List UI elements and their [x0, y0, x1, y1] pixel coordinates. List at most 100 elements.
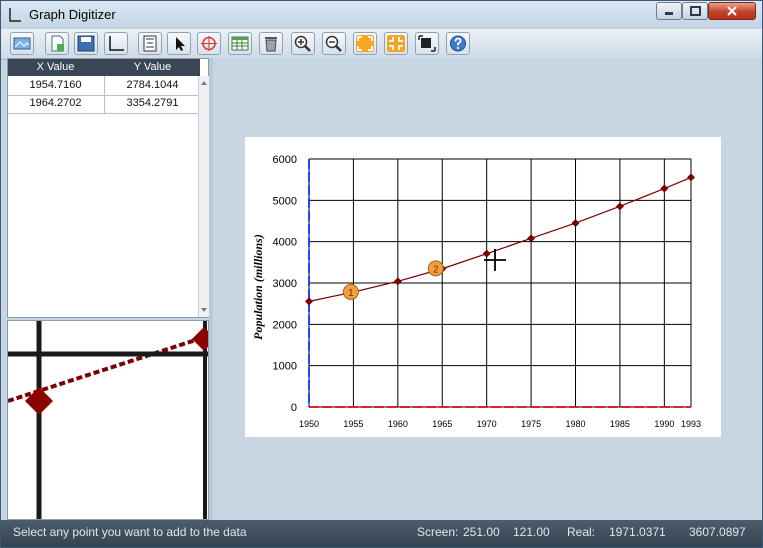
image-icon — [13, 37, 31, 50]
x-tick-label: 1955 — [343, 419, 363, 429]
expand-icon — [356, 35, 374, 52]
maximize-icon — [690, 6, 701, 16]
graph-image[interactable]: 6000 5000 4000 3000 2000 1000 0 1950 1955 1960 19… — [245, 137, 721, 437]
x-tick-label: 1990 — [654, 419, 674, 429]
status-message: Select any point you want to add to the … — [13, 525, 247, 539]
help-icon — [450, 35, 466, 52]
status-bar: Select any point you want to add to the … — [1, 520, 762, 547]
data-point-marker — [660, 184, 669, 193]
crosshair-cursor-icon — [484, 249, 506, 271]
delete-button[interactable] — [259, 32, 283, 55]
y-tick-label: 3000 — [273, 278, 297, 290]
cell-y: 3354.2791 — [126, 97, 179, 109]
x-tick-label: 1993 — [681, 419, 701, 429]
cell-x: 1964.2702 — [29, 97, 82, 109]
title-bar[interactable]: Graph Digitizer — [1, 1, 762, 29]
new-file-icon — [51, 35, 64, 52]
screen-x-value: 251.00 — [463, 525, 500, 539]
panel-splitter[interactable] — [209, 58, 213, 520]
table-header: X Value Y Value — [8, 59, 200, 76]
screen-y-value: 121.00 — [513, 525, 550, 539]
table-scrollbar[interactable] — [198, 76, 209, 317]
x-tick-label: 1960 — [388, 419, 408, 429]
left-panel: X Value Y Value 1954.7160 2784.1044 1964… — [7, 58, 209, 520]
fit-button[interactable] — [353, 32, 377, 55]
toolbar — [1, 29, 762, 60]
axes-button[interactable] — [104, 32, 128, 55]
y-tick-label: 6000 — [273, 154, 297, 166]
digitized-point-label: 1 — [348, 288, 354, 299]
table-icon — [231, 36, 249, 51]
y-tick-label: 5000 — [273, 195, 297, 207]
data-table: X Value Y Value 1954.7160 2784.1044 1964… — [7, 58, 209, 318]
scale-icon — [143, 35, 157, 52]
y-tick-label: 0 — [291, 402, 297, 414]
data-point-marker — [393, 277, 402, 286]
shrink-button[interactable] — [384, 32, 408, 55]
cursor-arrow-icon — [176, 37, 185, 51]
y-tick-label: 2000 — [273, 319, 297, 331]
column-divider — [104, 76, 105, 113]
cell-y: 2784.1044 — [126, 79, 179, 91]
select-button[interactable] — [167, 32, 191, 55]
zoom-in-icon — [294, 35, 311, 52]
real-y-value: 3607.0897 — [689, 525, 746, 539]
x-tick-label: 1970 — [477, 419, 497, 429]
table-row[interactable]: 1964.2702 3354.2791 — [8, 95, 200, 114]
new-button[interactable] — [45, 32, 69, 55]
x-tick-label: 1985 — [610, 419, 630, 429]
column-header-y[interactable]: Y Value — [133, 61, 172, 73]
data-point-marker — [527, 234, 536, 243]
app-logo-icon — [9, 8, 21, 22]
digitized-point[interactable] — [342, 283, 359, 300]
data-table-button[interactable] — [228, 32, 252, 55]
magnified-graph-image — [8, 321, 208, 519]
data-point-marker — [305, 297, 313, 306]
trash-icon — [265, 37, 277, 52]
open-image-button[interactable] — [10, 32, 34, 55]
crosshair-target-icon — [201, 36, 217, 51]
column-header-x[interactable]: X Value — [36, 61, 75, 73]
population-chart[interactable]: 6000 5000 4000 3000 2000 1000 0 1950 1955 1960 19… — [245, 137, 721, 437]
collapse-icon — [387, 35, 405, 52]
x-tick-label: 1965 — [432, 419, 452, 429]
minimize-icon — [665, 12, 673, 15]
digitized-point-label: 2 — [433, 264, 439, 275]
data-point-marker — [482, 249, 491, 258]
x-tick-label: 1975 — [521, 419, 541, 429]
screen-label: Screen: — [417, 525, 459, 539]
axes-icon — [109, 36, 124, 51]
series-line — [308, 176, 692, 302]
close-button[interactable] — [708, 2, 756, 20]
grid — [308, 158, 692, 408]
close-icon — [727, 6, 737, 16]
scroll-down-icon — [201, 308, 207, 312]
zoom-out-button[interactable] — [322, 32, 346, 55]
y-axis-label: Population (millions) — [251, 234, 265, 340]
x-tick-label: 1980 — [565, 419, 585, 429]
save-button[interactable] — [74, 32, 98, 55]
zoom-out-icon — [325, 35, 342, 52]
maximize-button[interactable] — [682, 2, 708, 20]
help-button[interactable] — [446, 32, 470, 55]
x-tick-label: 1950 — [299, 419, 319, 429]
export-button[interactable] — [415, 32, 439, 55]
data-point-marker — [571, 219, 580, 228]
y-tick-label: 1000 — [273, 361, 297, 373]
export-icon — [418, 35, 436, 52]
minimize-button[interactable] — [656, 2, 682, 20]
scale-button[interactable] — [138, 32, 162, 55]
real-label: Real: — [567, 525, 596, 539]
zoom-in-button[interactable] — [291, 32, 315, 55]
magnifier-view — [7, 320, 209, 520]
scroll-up-icon — [201, 81, 207, 85]
cell-x: 1954.7160 — [29, 79, 82, 91]
real-x-value: 1971.0371 — [609, 525, 666, 539]
data-point-marker — [687, 173, 695, 182]
digitized-point[interactable] — [427, 260, 444, 277]
y-tick-label: 4000 — [273, 237, 297, 249]
data-point-marker — [615, 202, 624, 211]
add-point-button[interactable] — [197, 32, 221, 55]
save-icon — [77, 35, 95, 52]
